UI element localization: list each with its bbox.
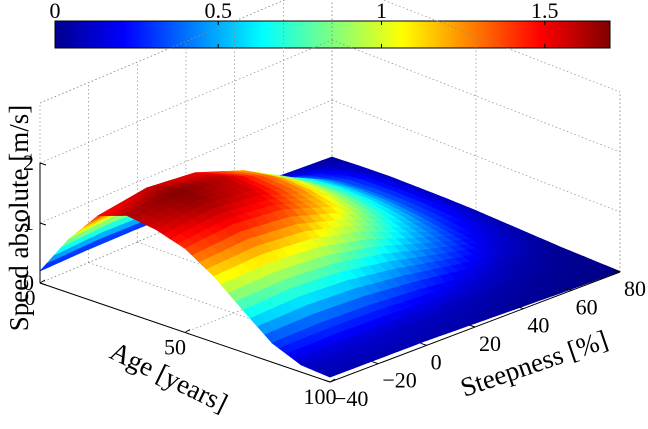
- x-tick: [329, 378, 336, 383]
- x-tick-label: 0: [25, 285, 36, 310]
- colorbar-tick-label: 0: [50, 0, 61, 23]
- z-tick: [39, 282, 47, 286]
- x-tick: [184, 329, 191, 333]
- gridline: [39, 0, 286, 104]
- y-tick: [468, 324, 476, 328]
- colorbar-tick-label: 1: [376, 0, 387, 23]
- surface-mesh: [39, 156, 621, 378]
- colorbar-tick-label: 0.5: [204, 0, 232, 23]
- colorbar-gradient: [54, 20, 611, 49]
- x-tick: [39, 279, 46, 284]
- y-tick: [420, 342, 427, 346]
- z-tick: [39, 222, 47, 226]
- colorbar-ticks: 0 0.5 1 1.5: [50, 0, 559, 48]
- gridline: [39, 0, 286, 104]
- y-tick-label: 20: [479, 331, 501, 356]
- y-tick-label: 40: [527, 313, 549, 338]
- y-tick: [323, 379, 331, 383]
- z-tick-label: 1: [23, 210, 34, 235]
- z-tick-label: 0: [23, 270, 34, 295]
- x-tick-label: 50: [164, 335, 186, 360]
- colorbar-tick-label: 1.5: [531, 0, 559, 23]
- y-tick: [613, 269, 621, 273]
- y-tick: [517, 306, 524, 310]
- y-tick-label: 60: [576, 294, 598, 319]
- surface-patch: [322, 370, 341, 378]
- y-tick-label: −40: [334, 386, 368, 411]
- x-tick-label: 100: [304, 384, 337, 409]
- tick-labels: 0 50 100−40 −20 0 20 40 60 80 0 1 2: [23, 150, 646, 411]
- y-tick-label: −20: [382, 368, 416, 393]
- y-tick: [372, 361, 379, 365]
- colorbar: 0 0.5 1 1.5: [50, 0, 611, 49]
- z-axis-label: Speed absolute [m/s]: [4, 105, 34, 331]
- y-tick-label: 0: [431, 349, 442, 374]
- y-tick: [565, 287, 572, 291]
- z-tick-label: 2: [23, 150, 34, 175]
- gridline: [88, 262, 379, 364]
- y-tick-label: 80: [624, 276, 646, 301]
- axes-lines: [39, 162, 621, 383]
- z-tick: [39, 162, 47, 166]
